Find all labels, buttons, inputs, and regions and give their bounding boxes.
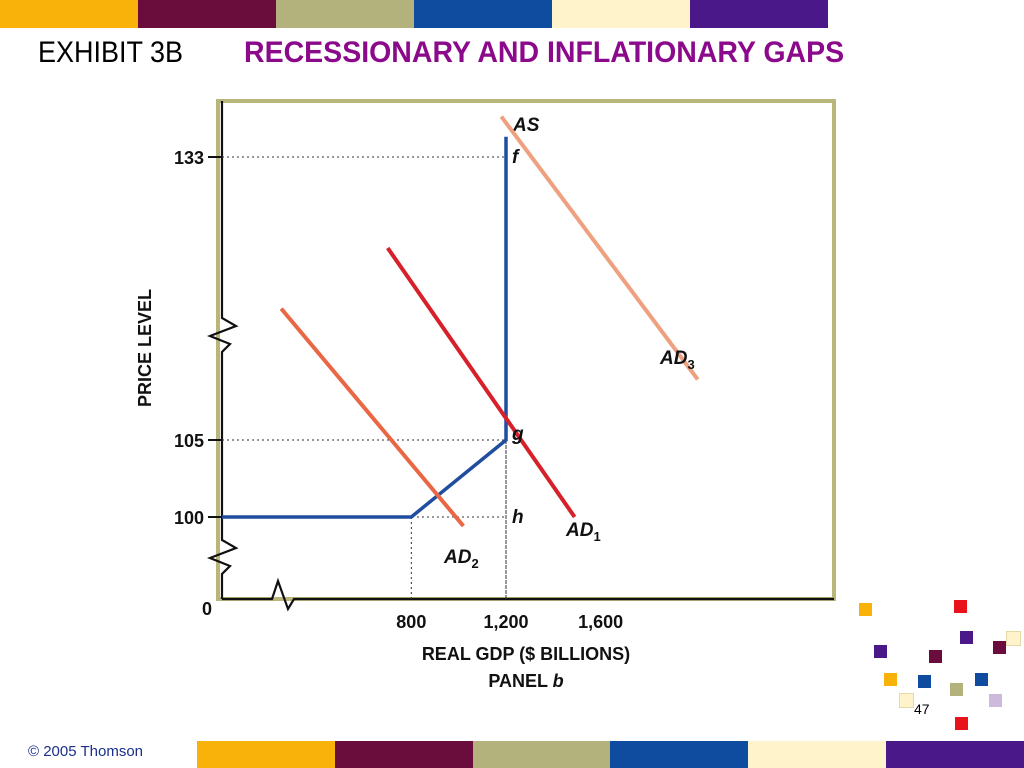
bottom-color-bar [197,741,1024,768]
decor-square [954,600,967,613]
plot-frame [216,99,836,601]
color-block [0,0,138,28]
color-block [610,741,749,768]
decor-square [874,645,887,658]
y-tick-label: 100 [174,508,204,528]
curve-ad3 [499,115,700,381]
decor-square [859,603,872,616]
decor-square [989,694,1002,707]
top-color-bar [0,0,828,28]
decor-square [993,641,1006,654]
point-label-h: h [512,507,524,528]
panel-letter: b [553,671,564,691]
curve-label-subscript: 3 [687,357,694,372]
y-tick-label: 133 [174,148,204,168]
curve-label-ad3: AD3 [659,348,695,372]
panel-label: PANEL b [488,671,563,691]
color-block [334,741,473,768]
decor-square [899,693,914,708]
slide-title: EXHIBIT 3B RECESSIONARY AND INFLATIONARY… [38,34,844,72]
color-block [414,0,552,28]
x-tick-label: 1,600 [578,612,623,632]
x-tick-label: 1,200 [483,612,528,632]
y-axis [206,101,239,599]
x-tick-label: 800 [396,612,426,632]
color-block [472,741,611,768]
decor-square [960,631,973,644]
point-label-g: g [511,424,524,445]
x-axis [222,577,834,612]
point-label-f: f [512,147,520,168]
title-prefix: EXHIBIT 3B [38,36,184,69]
x-axis-label: REAL GDP ($ BILLIONS) [422,644,630,664]
curve-label-subscript: 1 [593,529,600,544]
y-axis-label: PRICE LEVEL [135,289,155,407]
color-block [748,741,887,768]
y-tick-label: 105 [174,431,204,451]
decor-square [1006,631,1021,646]
color-block [886,741,1024,768]
color-block [197,741,335,768]
curve-label-subscript: 2 [471,556,478,571]
title-main: RECESSIONARY AND INFLATIONARY GAPS [244,36,845,69]
origin-label: 0 [202,599,212,619]
curve-label-as: AS [512,115,540,136]
curve-label-ad2: AD2 [443,547,479,571]
color-block [690,0,828,28]
color-block [276,0,414,28]
decor-square [955,717,968,730]
curve-as [222,136,508,519]
curve-ad2 [279,307,465,528]
decor-square [918,675,931,688]
curve-ad1 [386,246,577,519]
curve-label-ad1: AD1 [565,520,601,544]
color-block [552,0,690,28]
decor-square [975,673,988,686]
copyright-notice: © 2005 Thomson [28,743,144,760]
color-block [138,0,276,28]
decor-square [929,650,942,663]
decor-square [884,673,897,686]
decor-square [950,683,963,696]
page-number: 47 [914,701,930,717]
